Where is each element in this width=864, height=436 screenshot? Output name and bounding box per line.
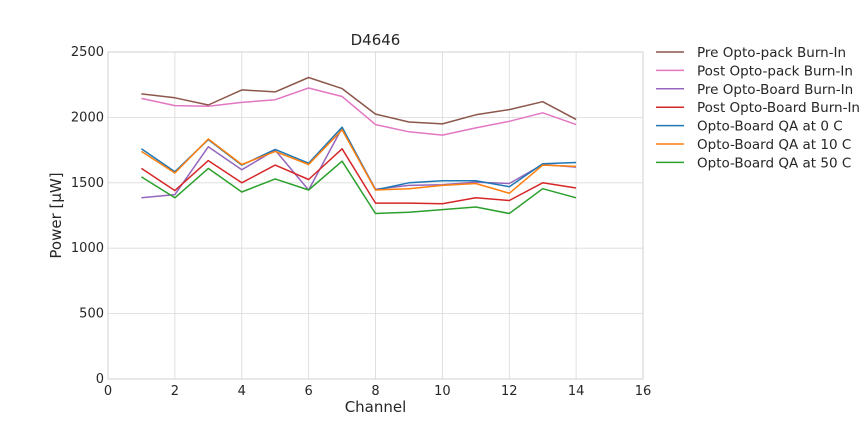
legend-label: Opto-Board QA at 0 C (697, 119, 843, 135)
series-line (140, 129, 577, 195)
plot-frame (107, 51, 644, 380)
x-tick-label: 2 (171, 384, 179, 399)
x-tick-label: 6 (304, 384, 312, 399)
legend-label: Post Opto-Board Burn-In (697, 100, 860, 116)
x-tick-label: 0 (104, 384, 112, 399)
y-tick-label: 0 (96, 372, 104, 387)
x-tick-label: 10 (434, 384, 451, 399)
series-line (141, 160, 577, 215)
x-tick-label: 8 (371, 384, 379, 399)
legend-label: Opto-Board QA at 10 C (697, 137, 851, 153)
series-line (140, 148, 577, 205)
y-tick-label: 2500 (71, 45, 104, 60)
legend-label: Pre Opto-pack Burn-In (697, 45, 846, 61)
y-tick-label: 1500 (71, 176, 104, 191)
series-line (141, 87, 577, 136)
y-tick-label: 500 (79, 307, 104, 322)
y-tick-label: 1000 (71, 241, 104, 256)
y-tick-label: 2000 (71, 110, 104, 125)
x-tick-label: 4 (238, 384, 246, 399)
x-tick-label: 16 (635, 384, 652, 399)
chart-title: D4646 (351, 31, 401, 49)
y-axis-label: Power [μW] (47, 172, 65, 258)
legend-label: Opto-Board QA at 50 C (697, 155, 851, 171)
series-line (141, 76, 577, 125)
legend-label: Pre Opto-Board Burn-In (697, 82, 853, 98)
legend-label: Post Opto-pack Burn-In (697, 63, 853, 79)
x-tick-label: 14 (568, 384, 585, 399)
x-tick-label: 12 (501, 384, 518, 399)
x-axis-label: Channel (345, 398, 407, 416)
